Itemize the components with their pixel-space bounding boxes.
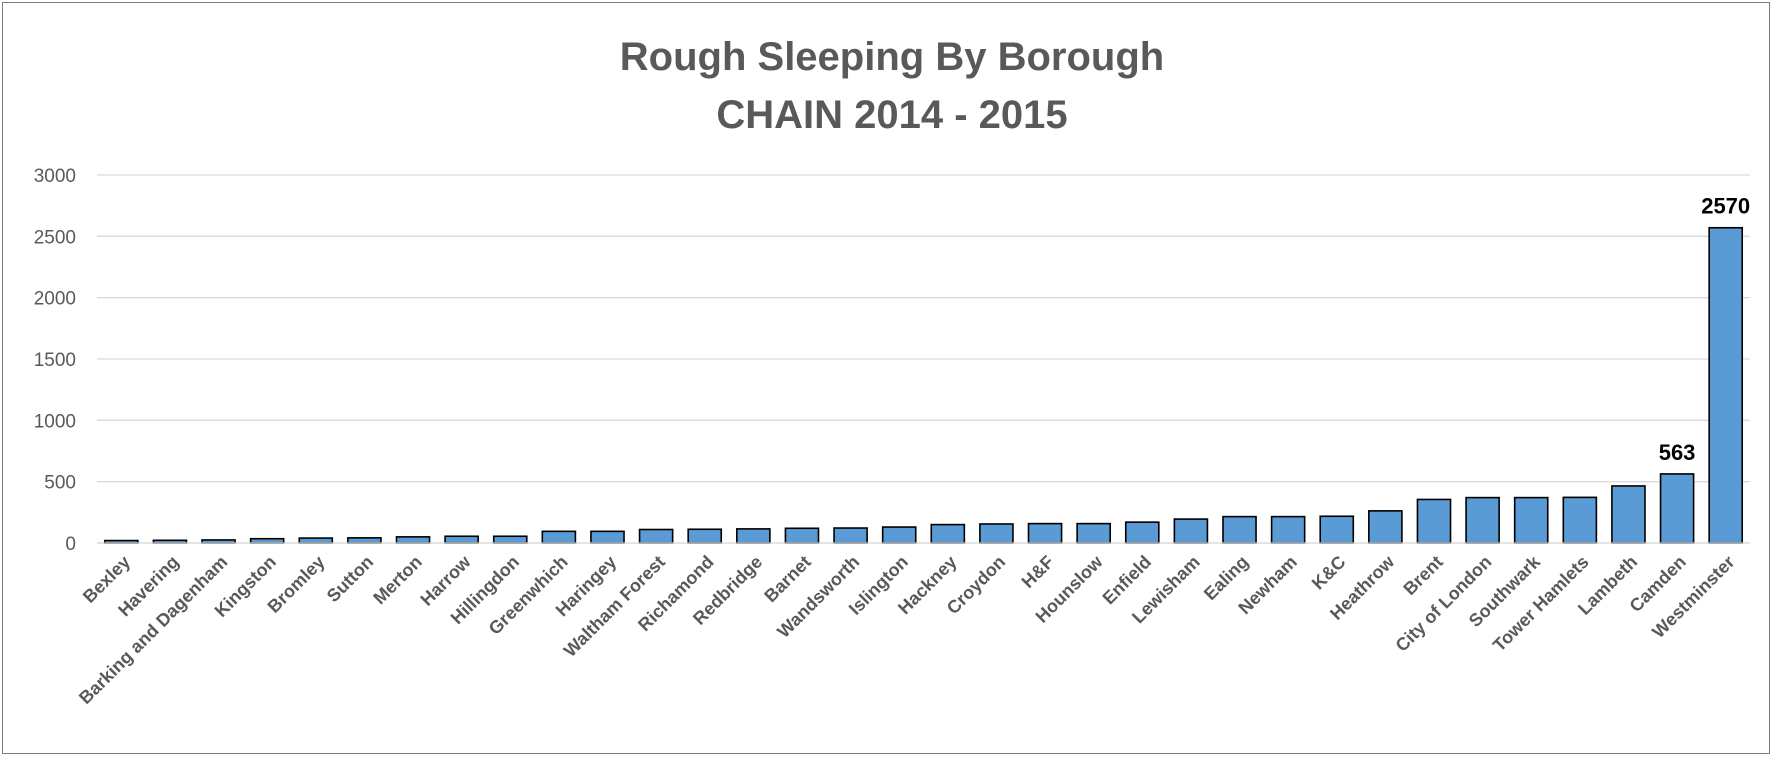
- x-category-label: Merton: [369, 552, 426, 609]
- bar: [444, 535, 479, 544]
- bars: [97, 226, 1750, 544]
- bar: [1270, 515, 1306, 544]
- bar: [1416, 498, 1452, 544]
- data-label: 563: [1659, 440, 1696, 465]
- bar: [1319, 515, 1355, 544]
- bar: [492, 535, 528, 544]
- bar: [930, 523, 966, 544]
- bar: [541, 530, 577, 544]
- bar: [1124, 521, 1160, 544]
- bar: [1465, 496, 1500, 544]
- bar: [590, 530, 625, 544]
- bar: [784, 527, 820, 544]
- bar: [1611, 485, 1646, 544]
- bar: [1513, 496, 1549, 544]
- bar: [833, 527, 868, 544]
- bar: [1027, 522, 1063, 544]
- gridlines: [97, 174, 1750, 544]
- bar: [1708, 226, 1744, 544]
- x-category-label: Sutton: [323, 552, 377, 606]
- data-labels: 563 2570: [1659, 194, 1750, 465]
- bar: [979, 523, 1014, 544]
- bar: [1659, 473, 1695, 544]
- bar: [1368, 510, 1403, 544]
- y-axis-tick-labels: 0 500 1000 1500 2000 2500 3000: [34, 166, 76, 555]
- y-tick-label: 500: [44, 473, 76, 494]
- y-tick-label: 3000: [34, 166, 76, 187]
- bar: [687, 528, 723, 544]
- bar: [1222, 515, 1257, 544]
- bar: [638, 528, 674, 544]
- y-tick-label: 2000: [34, 289, 76, 310]
- y-tick-label: 2500: [34, 227, 76, 248]
- bar: [298, 537, 334, 544]
- y-tick-label: 1000: [34, 411, 76, 432]
- bar: [395, 536, 431, 544]
- x-category-label: K&C: [1308, 552, 1350, 594]
- bar: [1076, 522, 1111, 544]
- bar: [881, 526, 917, 544]
- chart-title-line-2: CHAIN 2014 - 2015: [716, 93, 1067, 137]
- x-category-label: H&F: [1018, 552, 1058, 592]
- y-tick-label: 0: [65, 534, 76, 555]
- bar: [1562, 496, 1598, 544]
- chart-title-line-1: Rough Sleeping By Borough: [620, 35, 1164, 79]
- bar: [347, 537, 382, 544]
- bar: [1173, 518, 1209, 544]
- data-label: 2570: [1701, 194, 1750, 219]
- y-tick-label: 1500: [34, 350, 76, 371]
- bar: [736, 528, 771, 544]
